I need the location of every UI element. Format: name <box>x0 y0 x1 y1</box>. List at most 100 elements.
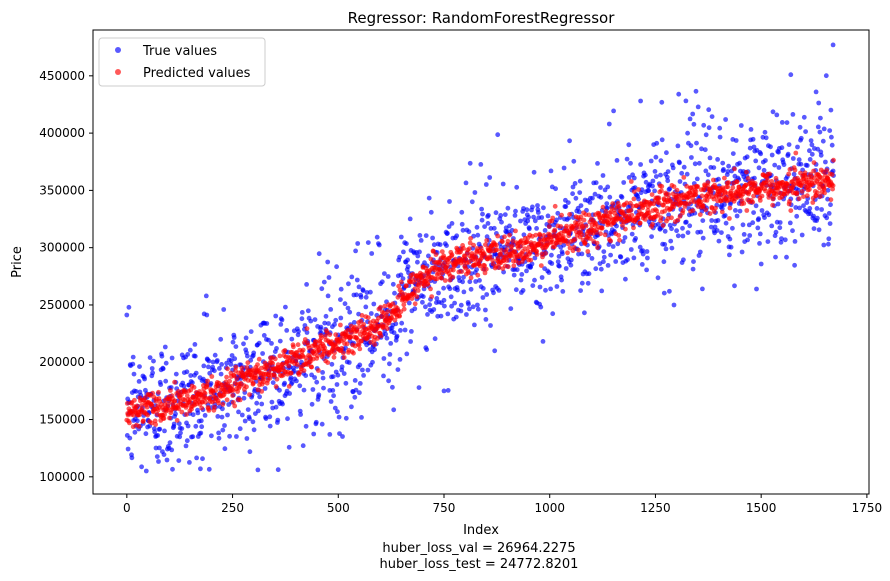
data-point <box>668 238 674 244</box>
data-point <box>430 235 435 241</box>
data-point <box>513 208 518 214</box>
data-point <box>321 279 327 285</box>
data-point <box>759 193 765 199</box>
data-point <box>316 368 321 373</box>
x-tick-label: 1750 <box>852 501 883 515</box>
data-point <box>176 389 181 394</box>
data-point <box>754 286 759 292</box>
data-point <box>459 221 465 227</box>
data-point <box>565 200 571 206</box>
data-point <box>659 184 665 189</box>
data-point <box>233 364 239 370</box>
data-point <box>224 397 230 403</box>
data-point <box>212 352 218 358</box>
data-point <box>707 211 713 217</box>
data-point <box>479 206 484 212</box>
data-point <box>799 189 805 194</box>
data-point <box>765 178 770 184</box>
data-point <box>811 213 816 219</box>
data-point <box>741 232 747 237</box>
data-point <box>157 445 162 451</box>
data-point <box>565 250 570 256</box>
data-point <box>560 234 566 239</box>
data-point <box>634 203 640 209</box>
plot-frame <box>92 29 870 495</box>
data-point <box>127 435 133 441</box>
data-point <box>363 304 369 310</box>
data-point <box>244 436 250 441</box>
data-point <box>533 232 539 238</box>
data-point <box>636 187 641 192</box>
data-point <box>376 242 382 248</box>
data-point <box>777 225 783 231</box>
data-point <box>545 213 551 219</box>
data-point <box>514 184 520 190</box>
data-point <box>599 225 605 231</box>
data-point <box>628 160 633 166</box>
data-point <box>700 286 705 292</box>
data-point <box>598 194 604 200</box>
data-point <box>475 272 481 278</box>
data-point <box>173 371 179 377</box>
data-point <box>437 259 443 265</box>
data-point <box>758 151 764 157</box>
data-point <box>479 217 485 223</box>
data-point <box>143 468 149 474</box>
data-point <box>691 121 697 127</box>
data-point <box>734 179 740 185</box>
data-point <box>390 301 396 307</box>
data-point <box>163 360 169 366</box>
data-point <box>795 144 800 150</box>
data-point <box>245 407 251 412</box>
data-point <box>658 172 663 178</box>
data-point <box>567 138 572 144</box>
data-point <box>794 213 800 219</box>
data-point <box>540 254 545 260</box>
data-point <box>700 235 706 241</box>
data-point <box>132 397 137 403</box>
data-point <box>296 329 301 334</box>
data-point <box>151 358 156 364</box>
data-point <box>787 167 793 172</box>
data-point <box>757 241 762 246</box>
data-point <box>304 330 310 335</box>
data-point <box>152 429 158 435</box>
data-point <box>750 199 756 205</box>
data-point <box>408 339 413 344</box>
data-point <box>150 370 156 376</box>
data-point <box>828 107 834 113</box>
data-point <box>792 239 798 244</box>
data-point <box>694 176 700 182</box>
data-point <box>406 300 412 306</box>
data-point <box>561 165 567 171</box>
data-point <box>756 165 762 171</box>
data-point <box>644 267 649 273</box>
data-point <box>369 251 375 256</box>
data-point <box>372 347 377 353</box>
data-point <box>156 389 161 395</box>
data-point <box>815 124 821 130</box>
data-point <box>475 232 481 238</box>
data-point <box>320 375 326 381</box>
data-point <box>532 255 538 261</box>
data-point <box>796 196 802 202</box>
data-point <box>502 234 507 240</box>
data-point <box>711 177 716 183</box>
data-point <box>343 415 349 421</box>
data-point <box>543 251 548 256</box>
data-point <box>294 362 300 367</box>
data-point <box>304 326 310 331</box>
data-point <box>312 317 318 322</box>
data-point <box>447 199 452 204</box>
data-point <box>210 359 216 365</box>
data-point <box>555 210 561 216</box>
data-point <box>797 124 803 130</box>
data-point <box>577 178 583 184</box>
data-point <box>131 371 137 377</box>
data-point <box>461 289 467 295</box>
data-point <box>616 233 622 238</box>
data-point <box>826 236 832 242</box>
data-point <box>291 344 296 350</box>
data-point <box>330 388 336 393</box>
data-point <box>446 224 452 230</box>
